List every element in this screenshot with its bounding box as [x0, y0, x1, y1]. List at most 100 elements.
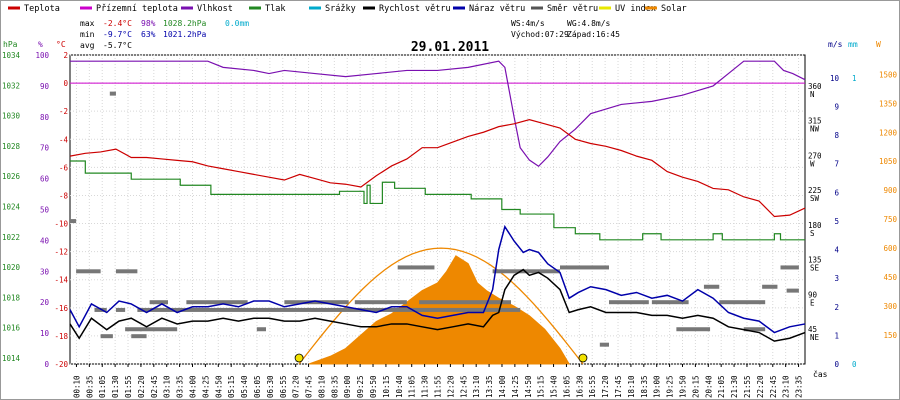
legend: Teplota Přízemní teplota Vlhkost Tlak Srážky… — [8, 4, 687, 14]
x-tick-label: 04:50 — [214, 375, 223, 398]
hpa-tick-label: 1018 — [2, 293, 21, 302]
dir-tick-letter: W — [810, 159, 815, 168]
ms-tick-label: 6 — [834, 188, 839, 197]
ms-tick-label: 2 — [834, 303, 839, 312]
axes: 00:10 00:35 01:05 01:30 01:55 02:20 02:45 03:10… — [2, 40, 897, 398]
w-tick-label: 1350 — [879, 99, 898, 108]
legend-label: Srážky — [325, 4, 356, 14]
temp-unit: °C — [56, 40, 66, 49]
legend-label: Náraz větru — [469, 4, 525, 14]
stats-sunset: Západ:16:45 — [567, 30, 620, 39]
x-tick-label: 08:35 — [330, 375, 339, 398]
stats-min-hum: 63% — [141, 30, 156, 39]
hpa-tick-label: 1026 — [2, 172, 21, 181]
wind-direction-segment — [76, 269, 101, 274]
hpa-tick-label: 1030 — [2, 112, 21, 121]
dir-tick-label: 270 — [808, 151, 822, 160]
series-tlak — [70, 160, 805, 241]
sun-arc — [294, 247, 588, 365]
temp-tick-label: -8 — [59, 191, 69, 200]
x-tick-label: 10:40 — [395, 375, 404, 398]
w-tick-label: 750 — [883, 215, 897, 224]
temp-tick-label: -4 — [59, 135, 69, 144]
w-tick-label: 600 — [883, 244, 897, 253]
mm-tick-label: 1 — [852, 74, 857, 83]
x-tick-label: 09:50 — [369, 375, 378, 398]
x-tick-label: 14:00 — [498, 375, 507, 398]
x-tick-label: 15:15 — [537, 375, 546, 398]
x-tick-label: 09:00 — [343, 375, 352, 398]
x-tick-label: 09:25 — [356, 375, 365, 398]
wind-direction-segment — [492, 269, 560, 274]
wind-direction-segment — [786, 288, 799, 293]
dir-tick-letter: E — [810, 298, 815, 307]
wind-direction-segment — [609, 300, 649, 305]
x-tick-label: 13:35 — [485, 375, 494, 398]
stats-max-press: 1028.2hPa — [163, 19, 207, 28]
x-tick-label: 02:45 — [150, 375, 159, 398]
x-tick-label: 18:10 — [627, 375, 636, 398]
sun-arc-line — [298, 247, 584, 365]
ms-tick-label: 5 — [834, 217, 839, 226]
w-unit: W — [876, 40, 881, 49]
dir-tick-label: 225 — [808, 186, 822, 195]
x-tick-label: 14:50 — [524, 375, 533, 398]
wind-direction-segment — [284, 300, 349, 305]
x-tick-label: 11:55 — [434, 375, 443, 398]
temp-tick-label: -12 — [54, 248, 68, 257]
pct-tick-label: 80 — [40, 113, 50, 122]
hpa-tick-label: 1020 — [2, 263, 21, 272]
x-tick-label: 07:45 — [305, 375, 314, 398]
x-tick-label: 08:10 — [317, 375, 326, 398]
ms-tick-label: 7 — [834, 160, 839, 169]
wind-direction-segment — [560, 265, 609, 270]
dir-tick-label: 45 — [808, 325, 817, 334]
x-tick-label: 07:20 — [292, 375, 301, 398]
wind-direction-segment — [780, 265, 799, 270]
x-tick-label: 00:35 — [85, 375, 94, 398]
stats-min-temp: -9.7°C — [103, 30, 132, 39]
x-tick-label: 05:15 — [227, 375, 236, 398]
w-tick-label: 300 — [883, 302, 897, 311]
series-vlhkost — [70, 60, 806, 168]
pct-tick-label: 50 — [40, 206, 50, 215]
temp-tick-label: -6 — [59, 163, 69, 172]
x-tick-label: 06:05 — [253, 375, 262, 398]
wind-direction-segment — [354, 300, 407, 305]
x-tick-label: 22:45 — [769, 375, 778, 398]
wind-direction-segment — [256, 327, 266, 332]
wind-direction-segment — [149, 300, 168, 305]
sun-marker — [294, 353, 304, 363]
legend-label: Solar — [661, 4, 687, 14]
stats-ws: WS:4m/s — [511, 19, 545, 28]
x-tick-label: 19:50 — [679, 375, 688, 398]
x-tick-label: 17:45 — [614, 375, 623, 398]
pct-tick-label: 70 — [40, 144, 50, 153]
x-tick-label: 03:35 — [176, 375, 185, 398]
stats-max-temp: -2.4°C — [103, 19, 132, 28]
dir-tick-label: 90 — [808, 290, 818, 299]
wind-direction-segment — [70, 219, 77, 224]
wind-direction-segment — [676, 327, 711, 332]
hpa-tick-label: 1022 — [2, 233, 20, 242]
x-tick-label: 15:40 — [550, 375, 559, 398]
wind-direction-series — [70, 91, 799, 347]
x-tick-label: 01:30 — [111, 375, 120, 398]
stats-avg-label: avg — [80, 41, 95, 50]
wind-direction-segment — [651, 300, 689, 305]
w-tick-label: 450 — [883, 273, 897, 282]
wind-direction-segment — [599, 342, 609, 347]
wind-direction-segment — [137, 307, 521, 312]
w-tick-label: 1200 — [879, 128, 898, 137]
x-tick-label: 22:20 — [756, 375, 765, 398]
dir-tick-label: 135 — [808, 256, 822, 265]
x-tick-label: 03:10 — [163, 375, 172, 398]
stats-min-press: 1021.2hPa — [163, 30, 207, 39]
ms-tick-label: 3 — [834, 274, 839, 283]
w-tick-label: 150 — [883, 331, 897, 340]
x-tick-label: 19:25 — [666, 375, 675, 398]
wind-direction-segment — [703, 284, 720, 289]
pct-tick-label: 30 — [40, 267, 50, 276]
x-tick-label: 16:30 — [575, 375, 584, 398]
x-tick-label: 01:05 — [98, 375, 107, 398]
